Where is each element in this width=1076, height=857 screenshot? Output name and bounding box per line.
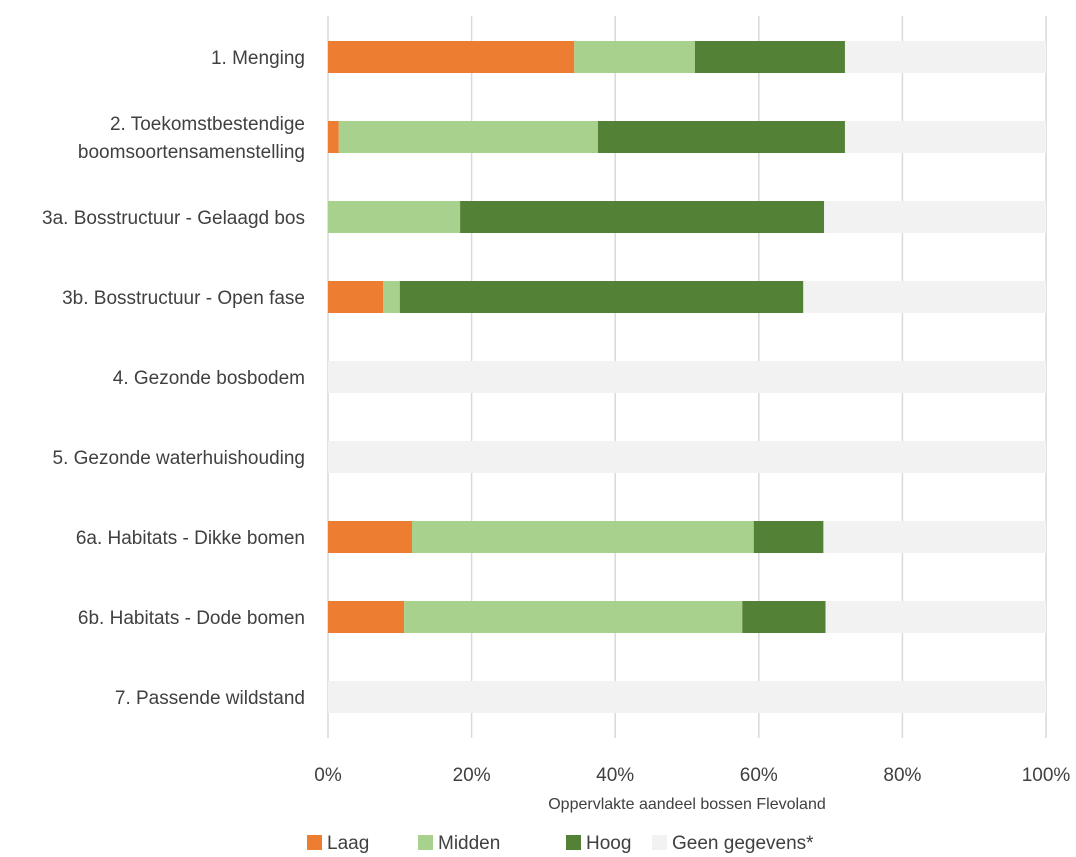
- legend-swatch: [307, 835, 322, 850]
- bar-segment-geen-gegevens: [328, 441, 1046, 473]
- category-label: 5. Gezonde waterhuishouding: [53, 448, 305, 469]
- bar-segment-laag: [328, 41, 575, 73]
- bar-segment-geen-gegevens: [825, 601, 1046, 633]
- bar-segment-hoog: [460, 201, 825, 233]
- legend-label: Laag: [327, 833, 369, 854]
- legend-swatch: [418, 835, 433, 850]
- category-label: 2. Toekomstbestendige: [110, 114, 305, 135]
- legend-label: Geen gegevens*: [672, 833, 814, 854]
- bar-segment-hoog: [399, 281, 804, 313]
- x-tick-label: 40%: [596, 765, 634, 786]
- category-label: 6b. Habitats - Dode bomen: [78, 608, 305, 629]
- category-label: 7. Passende wildstand: [115, 688, 305, 709]
- x-tick-label: 100%: [1022, 765, 1071, 786]
- bar-segment-midden: [574, 41, 695, 73]
- bar-segment-midden: [328, 201, 461, 233]
- category-label: 4. Gezonde bosbodem: [113, 368, 305, 389]
- bar-segment-laag: [328, 281, 384, 313]
- bar-segment-laag: [328, 521, 413, 553]
- bar-segment-laag: [328, 121, 339, 153]
- bar-segment-geen-gegevens: [844, 121, 1046, 153]
- bar-segment-midden: [383, 281, 400, 313]
- category-label: 3b. Bosstructuur - Open fase: [62, 288, 305, 309]
- bar-segment-geen-gegevens: [824, 201, 1046, 233]
- bar-segment-geen-gegevens: [803, 281, 1046, 313]
- bar-segment-laag: [328, 601, 405, 633]
- bar-segment-geen-gegevens: [844, 41, 1046, 73]
- bar-segment-geen-gegevens: [328, 361, 1046, 393]
- x-tick-label: 0%: [314, 765, 342, 786]
- category-label: 3a. Bosstructuur - Gelaagd bos: [42, 208, 305, 229]
- legend-label: Midden: [438, 833, 500, 854]
- bar-segment-midden: [338, 121, 598, 153]
- bar-segment-midden: [412, 521, 754, 553]
- x-tick-label: 60%: [740, 765, 778, 786]
- category-label: 1. Menging: [211, 48, 305, 69]
- x-axis-title: Oppervlakte aandeel bossen Flevoland: [548, 796, 826, 813]
- bar-segment-hoog: [742, 601, 826, 633]
- legend-swatch: [652, 835, 667, 850]
- category-label: boomsoortensamenstelling: [78, 142, 305, 163]
- bar-segment-hoog: [753, 521, 824, 553]
- x-tick-label: 80%: [883, 765, 921, 786]
- legend-swatch: [566, 835, 581, 850]
- bar-segment-midden: [404, 601, 743, 633]
- bar-segment-geen-gegevens: [328, 681, 1046, 713]
- bar-segment-geen-gegevens: [823, 521, 1046, 553]
- bar-segment-hoog: [597, 121, 845, 153]
- x-tick-label: 20%: [453, 765, 491, 786]
- category-label: 6a. Habitats - Dikke bomen: [76, 528, 305, 549]
- bar-segment-hoog: [694, 41, 845, 73]
- legend-label: Hoog: [586, 833, 631, 854]
